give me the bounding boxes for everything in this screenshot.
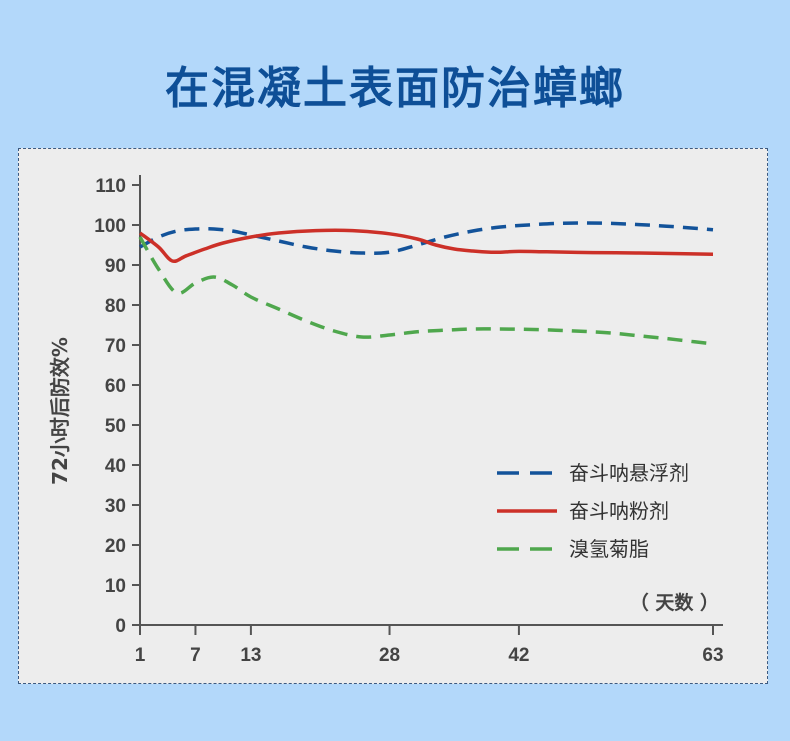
y-tick-label: 100 bbox=[94, 216, 126, 237]
chart-axes bbox=[139, 175, 723, 626]
series-lines bbox=[138, 221, 714, 346]
y-tick-label: 0 bbox=[115, 616, 126, 637]
legend-label-1: 奋斗呐悬浮剂 bbox=[569, 461, 689, 485]
x-tick-label: 42 bbox=[508, 645, 529, 666]
y-tick-label: 20 bbox=[105, 536, 126, 557]
x-tick-label: 1 bbox=[135, 645, 146, 666]
y-tick-label: 80 bbox=[105, 296, 126, 317]
legend-label-2: 奋斗呐粉剂 bbox=[569, 499, 669, 523]
x-tick-label: 63 bbox=[702, 645, 723, 666]
legend-label-3: 溴氢菊脂 bbox=[569, 537, 649, 561]
chart-panel: 0 10 20 30 40 50 60 70 80 90 100 110 1 7 13 28 42 63 奋斗呐… bbox=[18, 148, 768, 684]
y-ticks: 0 10 20 30 40 50 60 70 80 90 100 110 bbox=[94, 176, 140, 637]
x-tick-label: 28 bbox=[379, 645, 400, 666]
y-tick-label: 50 bbox=[105, 416, 126, 437]
series-line-1 bbox=[139, 221, 714, 255]
line-chart: 0 10 20 30 40 50 60 70 80 90 100 110 1 7 13 28 42 63 奋斗呐… bbox=[48, 175, 724, 666]
chart-title: 在混凝土表面防治蟑螂 bbox=[165, 63, 625, 114]
series-line-2 bbox=[138, 228, 714, 264]
y-tick-label: 60 bbox=[105, 376, 126, 397]
y-tick-label: 40 bbox=[105, 456, 126, 477]
y-tick-label: 90 bbox=[105, 256, 126, 277]
y-tick-label: 70 bbox=[105, 336, 126, 357]
y-tick-label: 110 bbox=[95, 176, 126, 197]
y-tick-label: 10 bbox=[105, 576, 126, 597]
y-axis-label: 72小时后防效% bbox=[48, 337, 72, 485]
x-tick-label: 7 bbox=[190, 645, 201, 666]
x-ticks: 1 7 13 28 42 63 bbox=[135, 625, 724, 666]
series-line-3 bbox=[138, 236, 714, 346]
x-tick-label: 13 bbox=[240, 645, 261, 666]
x-axis-label: （ 天数 ） bbox=[630, 591, 719, 614]
y-tick-label: 30 bbox=[105, 496, 126, 517]
